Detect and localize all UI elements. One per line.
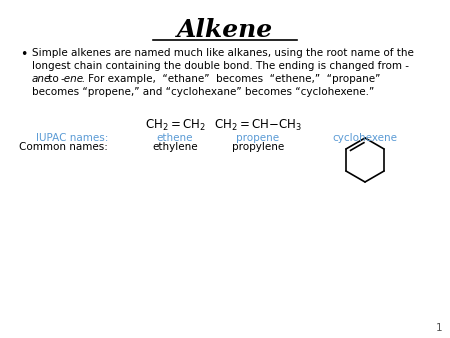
Text: Alkene: Alkene xyxy=(177,18,273,42)
Text: Common names:: Common names: xyxy=(19,142,108,152)
Text: ethylene: ethylene xyxy=(152,142,198,152)
Text: $\mathregular{CH_2{=}CH_2}$: $\mathregular{CH_2{=}CH_2}$ xyxy=(144,118,205,133)
Text: •: • xyxy=(20,48,27,61)
Text: IUPAC names:: IUPAC names: xyxy=(36,133,108,143)
Text: to       . For example,  “ethane”  becomes  “ethene,”  “propane”: to . For example, “ethane” becomes “ethe… xyxy=(32,74,380,84)
Text: -ene: -ene xyxy=(60,74,84,84)
Text: Simple alkenes are named much like alkanes, using the root name of the: Simple alkenes are named much like alkan… xyxy=(32,48,414,58)
Text: becomes “propene,” and “cyclohexane” becomes “cyclohexene.”: becomes “propene,” and “cyclohexane” bec… xyxy=(32,87,374,97)
Text: 1: 1 xyxy=(436,323,442,333)
Text: $\mathregular{CH_2{=}CH{-}CH_3}$: $\mathregular{CH_2{=}CH{-}CH_3}$ xyxy=(214,118,302,133)
Text: propene: propene xyxy=(236,133,279,143)
Text: cyclohexene: cyclohexene xyxy=(333,133,397,143)
Text: ane: ane xyxy=(32,74,51,84)
Text: propylene: propylene xyxy=(232,142,284,152)
Text: longest chain containing the double bond. The ending is changed from -: longest chain containing the double bond… xyxy=(32,61,409,71)
Text: ethene: ethene xyxy=(157,133,193,143)
